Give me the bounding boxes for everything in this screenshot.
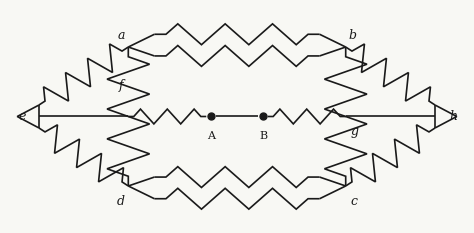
Text: B: B [259,131,267,141]
Text: c: c [351,195,358,208]
Text: f: f [119,79,124,92]
Text: g: g [350,125,358,138]
Text: e: e [18,110,26,123]
Text: h: h [449,110,457,123]
Text: A: A [207,131,215,141]
Text: d: d [117,195,125,208]
Text: a: a [118,29,125,42]
Text: b: b [349,29,357,42]
